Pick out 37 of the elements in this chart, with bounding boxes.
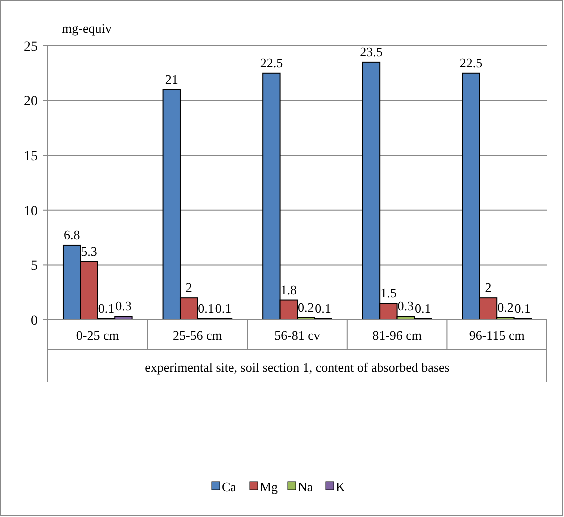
y-tick-label: 10 [24, 204, 38, 220]
data-label: 2 [186, 280, 192, 296]
data-label: 22.5 [260, 55, 284, 70]
data-label: 0.1 [315, 300, 332, 316]
x-axis-title: experimental site, soil section 1, content of absorbed bases [145, 360, 450, 375]
y-axis-title: mg-equiv [62, 21, 112, 36]
data-label: 22.5 [460, 55, 483, 70]
x-tick-label: 96-115 cm [469, 328, 525, 343]
legend-label: Ca [222, 480, 237, 495]
data-label: 0.3 [116, 298, 132, 314]
x-tick-label: 0-25 cm [76, 328, 120, 343]
data-label: 1.8 [280, 282, 298, 298]
data-label: 23.5 [360, 44, 383, 60]
x-tick-label: 56-81 cv [274, 328, 321, 343]
data-label: 2 [485, 280, 492, 296]
y-tick-label: 20 [24, 94, 38, 110]
data-label: 0.2 [498, 300, 514, 315]
data-label: 1.5 [380, 286, 397, 301]
data-label: 0.2 [298, 300, 314, 315]
x-tick-label: 81-96 cm [372, 328, 422, 343]
legend-label: Mg [260, 480, 279, 495]
data-label: 6.8 [64, 227, 80, 242]
data-label: 0.1 [514, 300, 532, 316]
data-label: 5.3 [81, 244, 98, 259]
data-label: 0.1 [215, 300, 232, 316]
legend-label: Na [298, 480, 314, 495]
data-label: 0.3 [398, 298, 414, 314]
x-tick-label: 25-56 cm [172, 328, 222, 343]
y-tick-label: 5 [31, 259, 38, 274]
legend-label: K [336, 480, 346, 495]
data-label: 0.1 [98, 300, 115, 316]
y-tick-label: 0 [31, 314, 38, 329]
data-label: 0.1 [414, 300, 432, 316]
y-tick-label: 25 [24, 40, 38, 55]
data-label: 0.1 [198, 300, 214, 316]
y-tick-label: 15 [24, 150, 38, 164]
data-label: 21 [165, 72, 178, 87]
